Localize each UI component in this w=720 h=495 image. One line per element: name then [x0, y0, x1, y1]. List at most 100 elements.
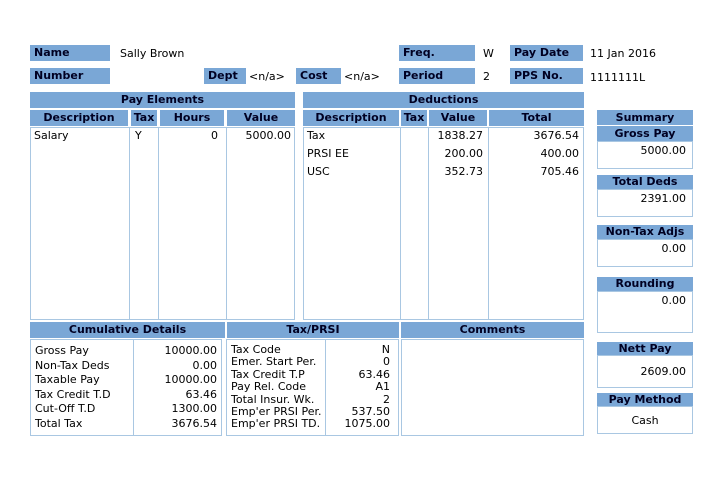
cumulative-title: Cumulative Details — [30, 322, 225, 338]
deduction-value: 352.73 — [444, 165, 484, 178]
rounding-label: Rounding — [597, 277, 693, 291]
deductions-body — [303, 127, 584, 320]
tax-prsi-row-value: 2 — [383, 392, 390, 406]
deduction-value: 200.00 — [444, 147, 484, 160]
deduction-description: PRSI EE — [307, 147, 349, 160]
tax-prsi-body — [226, 339, 399, 436]
name-value: Sally Brown — [120, 47, 185, 60]
cumulative-row-label: Total Tax — [35, 416, 83, 430]
cumulative-body — [30, 339, 222, 436]
pay-method-label: Pay Method — [597, 393, 693, 406]
deductions-col-tax: Tax — [401, 110, 427, 126]
pay-elements-divider-2 — [158, 127, 159, 320]
pay-elements-title: Pay Elements — [30, 92, 295, 108]
deductions-col-value: Value — [429, 110, 487, 126]
number-label: Number — [30, 68, 110, 84]
tax-prsi-row-label: Total Insur. Wk. — [231, 392, 315, 406]
cumulative-row-value: 1300.00 — [171, 402, 218, 416]
tax-prsi-row-label: Pay Rel. Code — [231, 380, 307, 394]
cumulative-row: Tax Credit T.D 63.46 — [31, 388, 221, 403]
comments-title: Comments — [401, 322, 584, 338]
cumulative-row: Non-Tax Deds 0.00 — [31, 359, 221, 374]
tax-prsi-row-label: Tax Credit T.P — [231, 367, 305, 381]
cumulative-divider — [133, 339, 134, 436]
cumulative-row-value: 0.00 — [192, 358, 218, 372]
deductions-col-total: Total — [489, 110, 584, 126]
pay-elements-divider-1 — [129, 127, 130, 320]
cumulative-row-value: 63.46 — [185, 387, 218, 401]
tax-prsi-row-value: N — [381, 343, 390, 356]
tax-prsi-row-label: Emer. Start Per. — [231, 355, 317, 369]
pay-elements-col-tax: Tax — [131, 110, 157, 126]
number-value — [120, 68, 200, 84]
cumulative-row-label: Cut-Off T.D — [35, 402, 96, 416]
tax-prsi-row-label: Tax Code — [231, 343, 281, 356]
cumulative-row: Taxable Pay 10000.00 — [31, 373, 221, 388]
total-deds-label: Total Deds — [597, 175, 693, 189]
deductions-title: Deductions — [303, 92, 584, 108]
deductions-divider-3 — [488, 127, 489, 320]
tax-prsi-title: Tax/PRSI — [227, 322, 399, 338]
period-label: Period — [399, 68, 475, 84]
non-tax-adjs-label: Non-Tax Adjs — [597, 225, 693, 239]
deduction-total: 705.46 — [540, 165, 580, 178]
pay-element-hours: 0 — [211, 129, 218, 142]
tax-prsi-row: Emer. Start Per. 0 — [227, 355, 398, 369]
cost-value: <n/a> — [344, 70, 380, 83]
gross-pay-label: Gross Pay — [597, 126, 693, 141]
pay-elements-col-hours: Hours — [160, 110, 224, 126]
tax-prsi-row: Total Insur. Wk. 2 — [227, 392, 398, 406]
pay-elements-col-description: Description — [30, 110, 128, 126]
freq-label: Freq. — [399, 45, 475, 61]
pay-element-description: Salary — [34, 129, 69, 142]
tax-prsi-row-value: A1 — [375, 380, 390, 394]
period-value: 2 — [483, 70, 490, 83]
cumulative-row-label: Taxable Pay — [35, 373, 100, 387]
tax-prsi-row: Tax Code N — [227, 343, 398, 356]
deductions-divider-2 — [428, 127, 429, 320]
pay-date-value: 11 Jan 2016 — [590, 47, 656, 60]
deduction-total: 3676.54 — [533, 129, 580, 142]
pay-elements-body — [30, 127, 295, 320]
total-deds-box: 2391.00 — [597, 189, 693, 217]
cost-label: Cost — [296, 68, 341, 84]
deduction-description: Tax — [307, 129, 326, 142]
tax-prsi-rows: Tax Code N Emer. Start Per. 0 Tax Credit T… — [227, 343, 398, 430]
pay-date-label: Pay Date — [510, 45, 583, 61]
nett-pay-label: Nett Pay — [597, 342, 693, 355]
gross-pay-box: 5000.00 — [597, 141, 693, 169]
deduction-total: 400.00 — [540, 147, 580, 160]
tax-prsi-row-label: Emp'er PRSI TD. — [231, 417, 321, 431]
tax-prsi-row: Emp'er PRSI TD. 1075.00 — [227, 417, 398, 431]
tax-prsi-row-value: 537.50 — [351, 404, 391, 418]
tax-prsi-row: Emp'er PRSI Per. 537.50 — [227, 404, 398, 418]
cumulative-row-value: 10000.00 — [164, 373, 218, 387]
pay-elements-divider-3 — [226, 127, 227, 320]
pay-method-box: Cash — [597, 406, 693, 434]
rounding-box: 0.00 — [597, 291, 693, 333]
cumulative-row-value: 10000.00 — [164, 344, 218, 357]
deduction-description: USC — [307, 165, 330, 178]
cumulative-row-label: Gross Pay — [35, 344, 89, 357]
pps-label: PPS No. — [510, 68, 583, 84]
cumulative-row-label: Non-Tax Deds — [35, 358, 110, 372]
tax-prsi-row-value: 1075.00 — [344, 417, 391, 431]
summary-title: Summary — [597, 110, 693, 125]
pay-element-tax: Y — [135, 129, 142, 142]
freq-value: W — [483, 47, 494, 60]
dept-value: <n/a> — [249, 70, 285, 83]
comments-body — [401, 339, 584, 436]
dept-label: Dept — [204, 68, 246, 84]
pay-element-value: 5000.00 — [245, 129, 292, 142]
tax-prsi-row: Tax Credit T.P 63.46 — [227, 367, 398, 381]
pay-elements-col-value: Value — [227, 110, 295, 126]
cumulative-row: Gross Pay 10000.00 — [31, 344, 221, 359]
deductions-divider-1 — [400, 127, 401, 320]
tax-prsi-row: Pay Rel. Code A1 — [227, 380, 398, 394]
non-tax-adjs-box: 0.00 — [597, 239, 693, 267]
tax-prsi-row-value: 0 — [383, 355, 390, 369]
deductions-col-description: Description — [303, 110, 399, 126]
tax-prsi-row-label: Emp'er PRSI Per. — [231, 404, 322, 418]
deduction-value: 1838.27 — [437, 129, 484, 142]
